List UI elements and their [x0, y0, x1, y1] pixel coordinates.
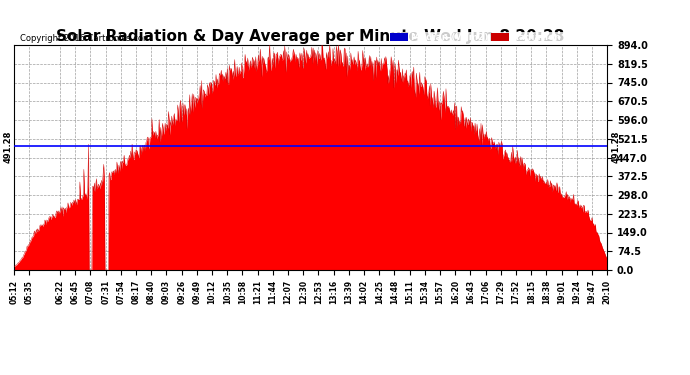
Text: Copyright 2016 Cartronics.com: Copyright 2016 Cartronics.com	[20, 34, 151, 43]
Legend: Median (W/m2), Radiation (W/m2): Median (W/m2), Radiation (W/m2)	[388, 32, 602, 44]
Text: 491.28: 491.28	[611, 130, 620, 162]
Title: Solar Radiation & Day Average per Minute Wed Jun 8 20:28: Solar Radiation & Day Average per Minute…	[57, 29, 564, 44]
Text: 491.28: 491.28	[3, 130, 12, 162]
